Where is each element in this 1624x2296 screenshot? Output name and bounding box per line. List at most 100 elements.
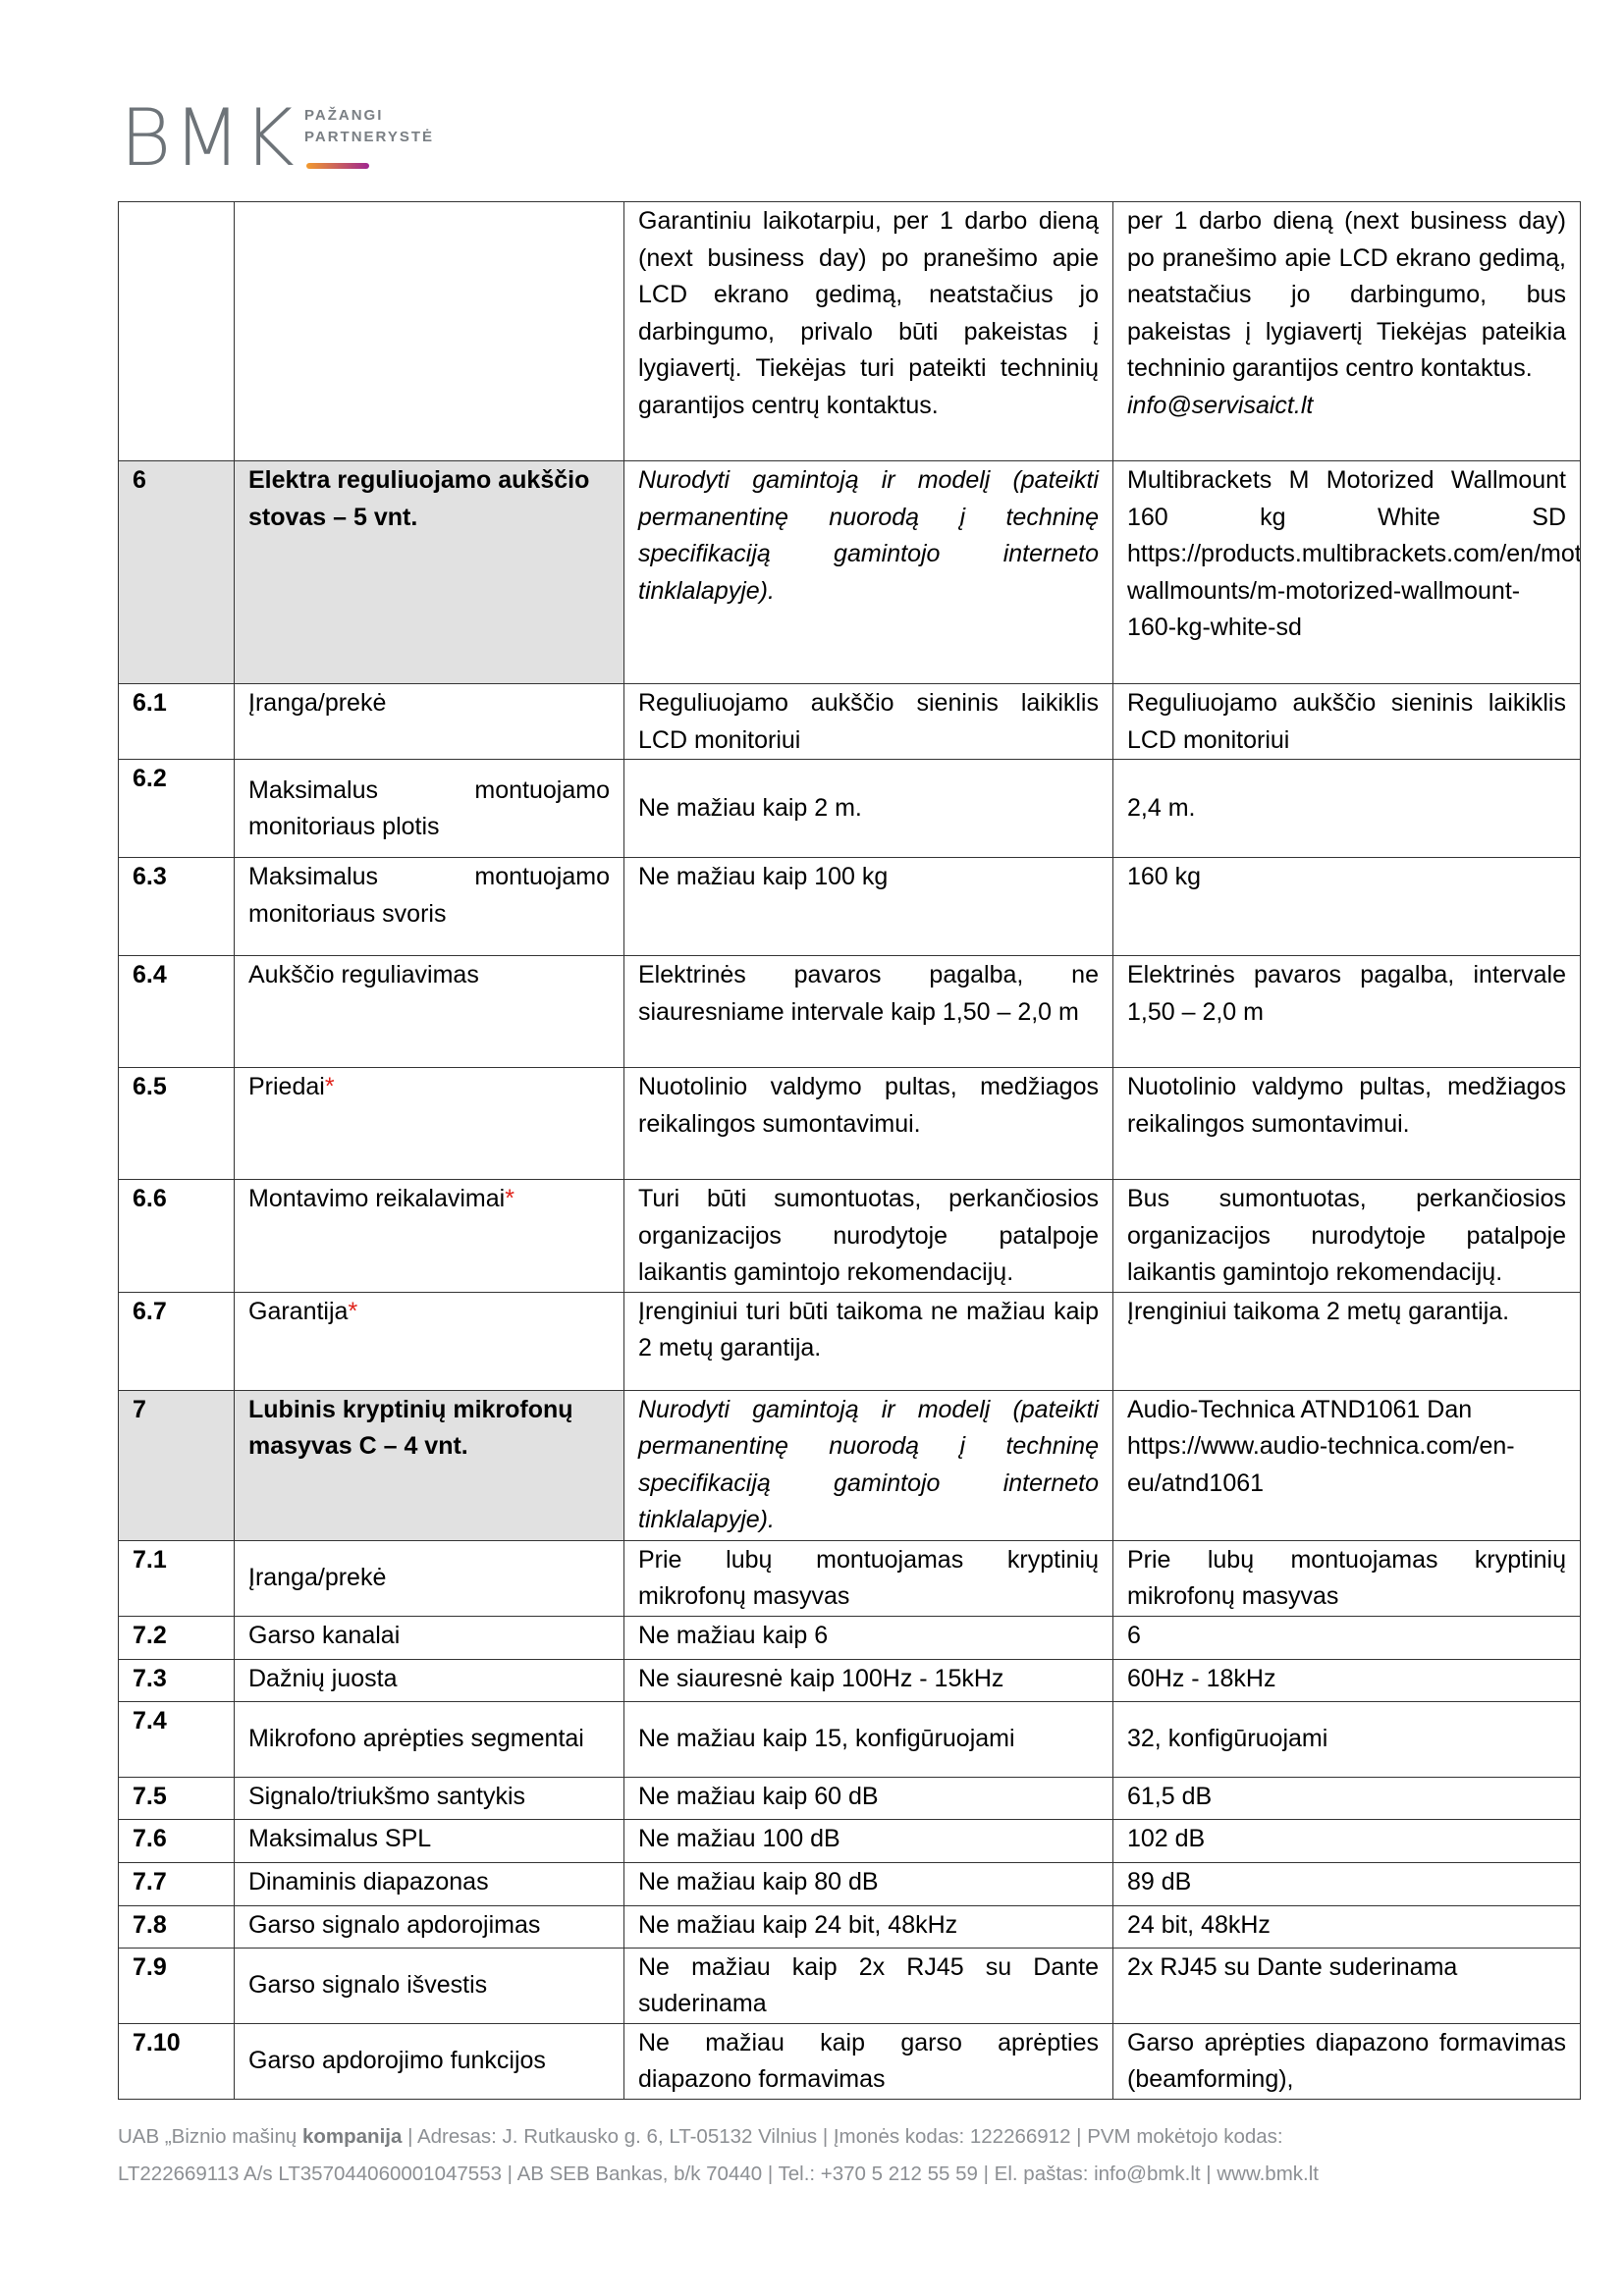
item-name: Garso signalo apdorojimas: [248, 1910, 541, 1939]
required-asterisk: *: [324, 1073, 335, 1100]
offer-text: Įrenginiui taikoma 2 metų garantija.: [1127, 1297, 1510, 1325]
offer-text: 24 bit, 48kHz: [1127, 1910, 1271, 1939]
offer-text: Reguliuojamo aukščio sieninis laikiklis …: [1127, 689, 1566, 754]
offer-text: Audio-Technica ATND1061 Dan https://www.…: [1127, 1395, 1515, 1497]
row-number-cell: 7: [118, 1389, 235, 1541]
requirement-text: Nuotolinio valdymo pultas, medžiagos rei…: [638, 1073, 1099, 1138]
item-name-cell: Priedai*: [234, 1067, 624, 1180]
item-name: Lubinis kryptinių mikrofonų masyvas C – …: [248, 1395, 573, 1461]
offer-text: 61,5 dB: [1127, 1782, 1213, 1810]
table-row: 7.8 Garso signalo apdorojimas Ne mažiau ka…: [118, 1904, 1581, 1949]
item-name-cell: Lubinis kryptinių mikrofonų masyvas C – …: [234, 1389, 624, 1541]
table-row: 6 Elektra reguliuojamo aukščio stovas – 5…: [118, 460, 1581, 684]
item-name-cell: Dažnių juosta: [234, 1658, 624, 1702]
requirement-text: Įrenginiui turi būti taikoma ne mažiau k…: [638, 1297, 1099, 1362]
item-name-cell: Įranga/prekė: [234, 683, 624, 760]
required-asterisk: *: [348, 1297, 358, 1325]
item-name: Įranga/prekė: [248, 1564, 387, 1592]
item-name-cell: Įranga/prekė: [234, 1539, 624, 1617]
row-number: 7.7: [133, 1867, 167, 1896]
item-name-cell: Aukščio reguliavimas: [234, 955, 624, 1068]
item-name-cell: Dinaminis diapazonas: [234, 1861, 624, 1906]
requirement-cell: Ne mažiau kaip 2x RJ45 su Dante suderina…: [623, 1947, 1113, 2024]
row-number-cell: 6.4: [118, 955, 235, 1068]
offer-email: info@servisaict.lt: [1127, 391, 1314, 419]
offer-text: Prie lubų montuojamas kryptinių mikrofon…: [1127, 1545, 1566, 1611]
item-name: Elektra reguliuojamo aukščio stovas – 5 …: [248, 466, 590, 531]
item-name-cell: Garso kanalai: [234, 1615, 624, 1660]
requirement-cell: Turi būti sumontuotas, perkančiosios org…: [623, 1179, 1113, 1293]
requirement-cell: Ne mažiau kaip 60 dB: [623, 1776, 1113, 1820]
item-name: Maksimalus SPL: [248, 1824, 432, 1852]
offer-cell: 102 dB: [1112, 1818, 1581, 1863]
requirement-text: Ne mažiau kaip 80 dB: [638, 1867, 879, 1896]
required-asterisk: *: [505, 1185, 514, 1212]
logo-tagline-1: PAŽANGI: [304, 107, 384, 124]
row-number: 7.10: [133, 2028, 181, 2056]
item-name-cell: Signalo/triukšmo santykis: [234, 1776, 624, 1820]
item-name-cell: Garso signalo išvestis: [234, 1947, 624, 2024]
table-row: 7.6 Maksimalus SPL Ne mažiau 100 dB 102 dB: [118, 1818, 1581, 1863]
row-number: 6.2: [133, 765, 167, 792]
offer-cell: 60Hz - 18kHz: [1112, 1658, 1581, 1702]
offer-cell: Elektrinės pavaros pagalba, intervale 1,…: [1112, 955, 1581, 1068]
row-number-cell: 6.7: [118, 1291, 235, 1391]
offer-cell: per 1 darbo dieną (next business day) po…: [1112, 201, 1581, 461]
offer-cell: 160 kg: [1112, 857, 1581, 956]
footer-line-2: LT222669113 A/s LT357044060001047553 | A…: [118, 2163, 1319, 2185]
offer-text: 89 dB: [1127, 1867, 1192, 1896]
requirement-cell: Nurodyti gamintoją ir modelį (pateikti p…: [623, 460, 1113, 684]
offer-cell: Bus sumontuotas, perkančiosios organizac…: [1112, 1179, 1581, 1293]
row-number: 7.6: [133, 1824, 167, 1852]
table-row: 6.4 Aukščio reguliavimas Elektrinės pavaro…: [118, 955, 1581, 1068]
row-number-cell: 6.1: [118, 683, 235, 760]
item-name-cell: Mikrofono aprėpties segmentai: [234, 1700, 624, 1778]
requirement-cell: Ne mažiau kaip 6: [623, 1615, 1113, 1660]
offer-cell: Nuotolinio valdymo pultas, medžiagos rei…: [1112, 1067, 1581, 1180]
row-number: 6.4: [133, 961, 167, 988]
offer-text: 32, konfigūruojami: [1127, 1725, 1328, 1753]
offer-cell: 2x RJ45 su Dante suderinama: [1112, 1947, 1581, 2024]
table-row: 7.2 Garso kanalai Ne mažiau kaip 6 6: [118, 1615, 1581, 1660]
requirement-text: Nurodyti gamintoją ir modelį (pateikti p…: [638, 1395, 1099, 1534]
requirement-text: Ne mažiau kaip 2 m.: [638, 794, 862, 823]
table-row: 7.4 Mikrofono aprėpties segmentai Ne mažia…: [118, 1700, 1581, 1778]
offer-text: 102 dB: [1127, 1824, 1206, 1852]
item-name-cell: Maksimalus SPL: [234, 1818, 624, 1863]
requirement-cell: Elektrinės pavaros pagalba, ne siauresni…: [623, 955, 1113, 1068]
row-number-cell: 7.9: [118, 1947, 235, 2024]
requirement-text: Ne mažiau kaip 100 kg: [638, 863, 889, 890]
table-row: 7.7 Dinaminis diapazonas Ne mažiau kaip 80…: [118, 1861, 1581, 1906]
row-number-cell: 6.3: [118, 857, 235, 956]
requirement-text: Elektrinės pavaros pagalba, ne siauresni…: [638, 961, 1099, 1026]
item-name: Maksimalus montuojamo monitoriaus svoris: [248, 863, 610, 928]
item-name: Garantija: [248, 1297, 349, 1325]
offer-cell: 2,4 m.: [1112, 759, 1581, 858]
table-row: 7 Lubinis kryptinių mikrofonų masyvas C –…: [118, 1389, 1581, 1541]
row-number: 6.7: [133, 1297, 167, 1325]
footer-line-1: UAB „Biznio mašinų kompanija | Adresas: …: [118, 2118, 1319, 2156]
item-name-cell: Garantija*: [234, 1291, 624, 1391]
table-row: 7.10 Garso apdorojimo funkcijos Ne mažiau …: [118, 2022, 1581, 2100]
requirement-text: Ne mažiau kaip 6: [638, 1621, 829, 1649]
item-name-cell: Montavimo reikalavimai*: [234, 1179, 624, 1293]
requirement-cell: Ne mažiau kaip garso aprėpties diapazono…: [623, 2022, 1113, 2100]
requirement-cell: Garantiniu laikotarpiu, per 1 darbo dien…: [623, 201, 1113, 461]
requirement-text: Prie lubų montuojamas kryptinių mikrofon…: [638, 1545, 1099, 1611]
offer-cell: Garso aprėpties diapazono formavimas (be…: [1112, 2022, 1581, 2100]
item-name: Priedai: [248, 1073, 325, 1100]
requirement-cell: Ne siauresnė kaip 100Hz - 15kHz: [623, 1658, 1113, 1702]
logo-tagline-2: PARTNERYSTĖ: [304, 129, 435, 145]
logo-brand: BMK: [120, 92, 297, 184]
item-name: Maksimalus montuojamo monitoriaus plotis: [248, 775, 610, 841]
requirement-cell: Ne mažiau kaip 15, konfigūruojami: [623, 1700, 1113, 1778]
requirement-text: Ne mažiau kaip 60 dB: [638, 1782, 879, 1810]
offer-text: per 1 darbo dieną (next business day) po…: [1127, 207, 1566, 382]
row-number: 7.2: [133, 1621, 167, 1649]
requirement-cell: Reguliuojamo aukščio sieninis laikiklis …: [623, 683, 1113, 760]
offer-cell: 32, konfigūruojami: [1112, 1700, 1581, 1778]
row-number-cell: 7.2: [118, 1615, 235, 1660]
row-number: 6.3: [133, 863, 167, 890]
offer-cell: 61,5 dB: [1112, 1776, 1581, 1820]
footer-address: | Adresas: J. Rutkausko g. 6, LT-05132 V…: [402, 2125, 1283, 2148]
